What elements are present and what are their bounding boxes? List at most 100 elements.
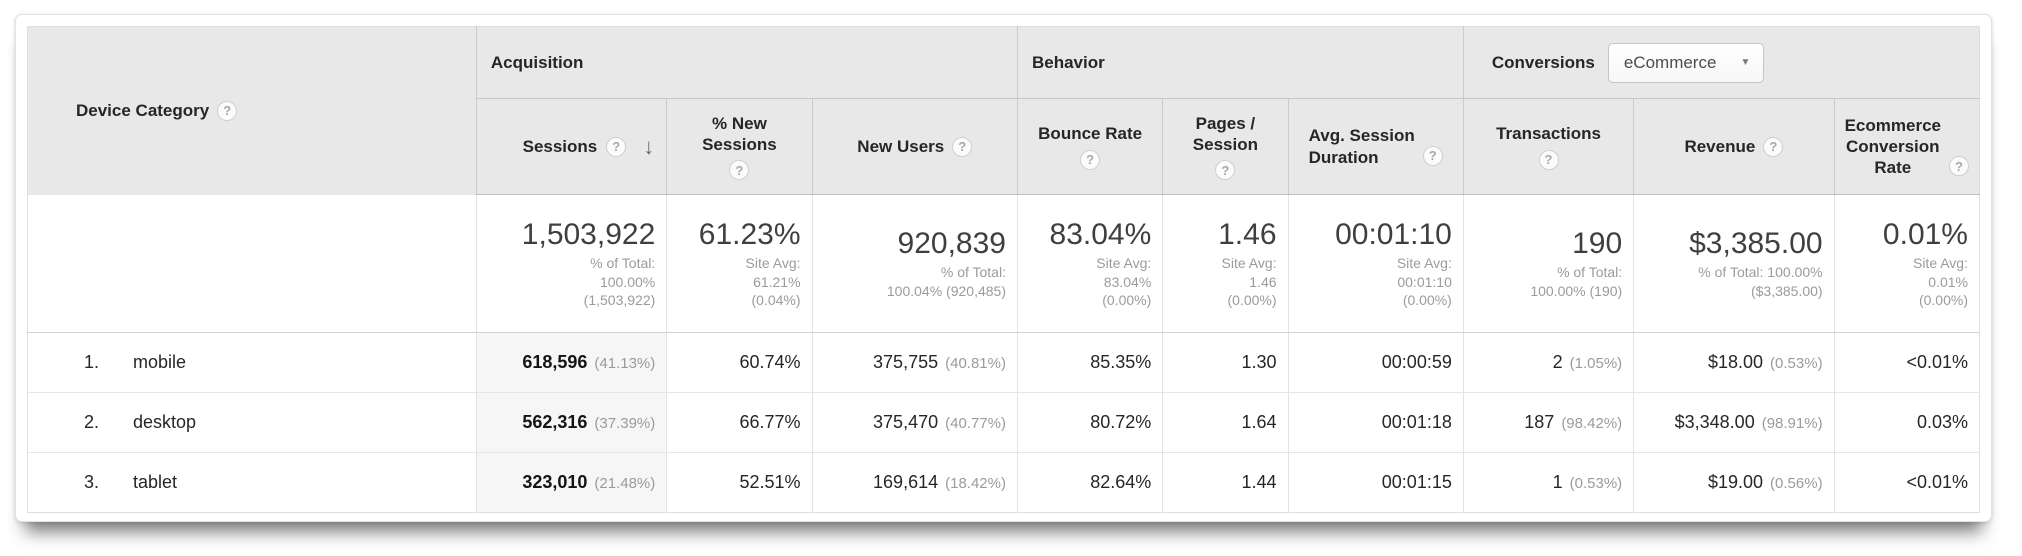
summary-new-users: 920,839 % of Total: 100.04% (920,485): [811, 194, 1018, 333]
help-icon[interactable]: ?: [217, 100, 238, 121]
table-row: 1. mobile 618,596 (41.13%) 60.74% 375,755…: [27, 332, 1980, 393]
new-users-header-label: New Users: [857, 136, 945, 156]
summary-pages-per-session: 1.46 Site Avg: 1.46 (0.00%): [1162, 194, 1289, 333]
help-icon[interactable]: ?: [1422, 145, 1443, 166]
ecr-value: <0.01%: [1906, 352, 1968, 372]
new-users-pct: (40.81%): [945, 355, 1006, 372]
device-name-link[interactable]: tablet: [133, 472, 178, 492]
summary-transactions-value: 190: [1572, 226, 1623, 260]
device-cell: 1. mobile: [27, 332, 477, 393]
avg-session-duration-header-label: Avg. Session Duration: [1308, 126, 1415, 167]
new-sessions-value: 66.77%: [739, 412, 801, 432]
summary-new-sessions-value: 61.23%: [698, 217, 801, 251]
bounce-rate-header-label: Bounce Rate: [1038, 124, 1143, 144]
new-users-pct: (18.42%): [945, 475, 1006, 492]
column-header-sessions[interactable]: Sessions ? ↓: [475, 98, 667, 195]
column-header-ecommerce-conversion-rate[interactable]: Ecommerce Conversion Rate ?: [1833, 98, 1980, 195]
table-row: 2. desktop 562,316 (37.39%) 66.77% 375,47…: [27, 392, 1980, 453]
new-users-cell: 375,755 (40.81%): [811, 332, 1018, 393]
avg-session-duration-cell: 00:00:59: [1287, 332, 1464, 393]
new-users-pct: (40.77%): [945, 415, 1006, 432]
help-icon[interactable]: ?: [952, 136, 973, 157]
help-icon[interactable]: ?: [729, 160, 750, 181]
section-conversions: Conversions eCommerce ▼: [1462, 26, 1980, 99]
summary-avg-session-duration: 00:01:10 Site Avg: 00:01:10 (0.00%): [1287, 194, 1464, 333]
new-sessions-header-label: % New Sessions: [702, 113, 777, 154]
transactions-cell: 2 (1.05%): [1462, 332, 1634, 393]
sessions-cell: 618,596 (41.13%): [475, 332, 667, 393]
revenue-pct: (0.53%): [1770, 355, 1823, 372]
table-row: 3. tablet 323,010 (21.48%) 52.51% 169,614…: [27, 452, 1980, 513]
column-header-revenue[interactable]: Revenue ?: [1633, 98, 1835, 195]
column-header-avg-session-duration[interactable]: Avg. Session Duration ?: [1287, 98, 1464, 195]
bounce-rate-cell: 85.35%: [1016, 332, 1163, 393]
analytics-report-table-card: Device Category ? Acquisition Behavior C…: [15, 14, 1992, 522]
summary-dimension-cell: [27, 194, 477, 333]
ecr-value: <0.01%: [1906, 472, 1968, 492]
section-acquisition: Acquisition: [475, 26, 1018, 99]
column-header-new-sessions[interactable]: % New Sessions ?: [666, 98, 813, 195]
ecommerce-conversion-rate-cell: 0.03%: [1833, 392, 1980, 453]
summary-pages-per-session-value: 1.46: [1218, 217, 1277, 251]
pages-per-session-value: 1.64: [1241, 412, 1277, 432]
revenue-value: $3,348.00: [1674, 412, 1755, 432]
sessions-pct: (41.13%): [594, 355, 656, 372]
column-header-bounce-rate[interactable]: Bounce Rate ?: [1016, 98, 1163, 195]
summary-revenue-note: % of Total: 100.00% ($3,385.00): [1698, 264, 1823, 299]
metric-header-row: Sessions ? ↓ % New Sessions ? New Users …: [28, 98, 1980, 195]
new-users-value: 375,755: [873, 352, 939, 372]
column-header-transactions[interactable]: Transactions ?: [1462, 98, 1634, 195]
summary-bounce-rate-value: 83.04%: [1049, 217, 1152, 251]
device-name-link[interactable]: desktop: [133, 412, 197, 432]
pages-per-session-cell: 1.64: [1162, 392, 1289, 453]
transactions-header-label: Transactions: [1496, 124, 1601, 144]
transactions-cell: 1 (0.53%): [1462, 452, 1634, 513]
summary-transactions-note: % of Total: 100.00% (190): [1530, 264, 1623, 299]
revenue-value: $18.00: [1707, 352, 1764, 372]
transactions-value: 2: [1552, 352, 1563, 372]
help-icon[interactable]: ?: [1763, 136, 1784, 157]
summary-transactions: 190 % of Total: 100.00% (190): [1462, 194, 1634, 333]
bounce-rate-value: 82.64%: [1090, 472, 1152, 492]
help-icon[interactable]: ?: [1080, 149, 1101, 170]
column-header-pages-per-session[interactable]: Pages / Session ?: [1162, 98, 1289, 195]
summary-ecr-value: 0.01%: [1882, 217, 1968, 251]
revenue-pct: (98.91%): [1761, 415, 1823, 432]
transactions-pct: (0.53%): [1569, 475, 1623, 492]
sort-descending-icon[interactable]: ↓: [643, 133, 655, 159]
summary-new-sessions: 61.23% Site Avg: 61.21% (0.04%): [666, 194, 813, 333]
sessions-value: 618,596: [522, 352, 588, 372]
summary-row: 1,503,922 % of Total: 100.00% (1,503,922…: [27, 194, 1980, 333]
avg-session-duration-cell: 00:01:15: [1287, 452, 1464, 513]
sessions-pct: (37.39%): [594, 415, 656, 432]
help-icon[interactable]: ?: [1538, 149, 1559, 170]
bounce-rate-value: 85.35%: [1090, 352, 1152, 372]
conversions-goal-dropdown[interactable]: eCommerce ▼: [1607, 42, 1765, 83]
column-header-device-category[interactable]: Device Category ?: [27, 26, 477, 195]
device-name-link[interactable]: mobile: [133, 352, 187, 372]
summary-revenue: $3,385.00 % of Total: 100.00% ($3,385.00…: [1633, 194, 1835, 333]
device-cell: 2. desktop: [27, 392, 477, 453]
ecommerce-conversion-rate-cell: <0.01%: [1833, 332, 1980, 393]
new-sessions-value: 52.51%: [739, 472, 801, 492]
new-users-value: 375,470: [873, 412, 939, 432]
transactions-value: 187: [1524, 412, 1555, 432]
summary-revenue-value: $3,385.00: [1689, 226, 1823, 260]
summary-pages-per-session-note: Site Avg: 1.46 (0.00%): [1221, 255, 1277, 308]
sessions-value: 323,010: [522, 472, 588, 492]
help-icon[interactable]: ?: [1215, 160, 1236, 181]
ecommerce-conversion-rate-cell: <0.01%: [1833, 452, 1980, 513]
new-sessions-value: 60.74%: [739, 352, 801, 372]
sessions-cell: 323,010 (21.48%): [475, 452, 667, 513]
transactions-cell: 187 (98.42%): [1462, 392, 1634, 453]
help-icon[interactable]: ?: [1948, 156, 1969, 177]
column-header-new-users[interactable]: New Users ?: [811, 98, 1018, 195]
pages-per-session-value: 1.30: [1241, 352, 1277, 372]
pages-per-session-cell: 1.30: [1162, 332, 1289, 393]
bounce-rate-cell: 82.64%: [1016, 452, 1163, 513]
conversions-goal-selected: eCommerce: [1623, 52, 1717, 72]
new-sessions-cell: 66.77%: [666, 392, 813, 453]
pages-per-session-value: 1.44: [1241, 472, 1277, 492]
avg-session-duration-value: 00:01:15: [1381, 472, 1452, 492]
help-icon[interactable]: ?: [606, 136, 627, 157]
